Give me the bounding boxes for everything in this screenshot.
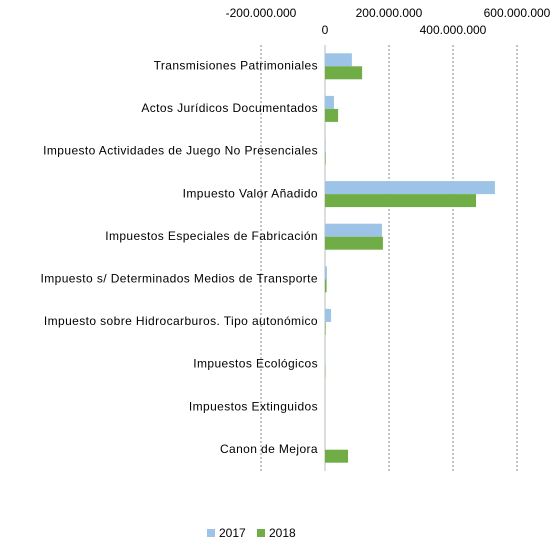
bar	[325, 309, 331, 322]
bar	[325, 66, 362, 79]
bar	[325, 279, 327, 292]
y-tick-label: Impuestos Extinguidos	[189, 399, 318, 413]
y-tick-label: Transmisiones Patrimoniales	[154, 58, 318, 72]
bar	[325, 109, 338, 122]
y-tick-label: Canon de Mejora	[220, 442, 318, 456]
y-tick-label: Impuesto Valor Añadido	[183, 186, 318, 200]
y-tick-label: Impuesto Actividades de Juego No Presenc…	[43, 144, 318, 158]
y-tick-label: Impuesto s/ Determinados Medios de Trans…	[41, 271, 318, 285]
legend-label: 2017	[219, 526, 246, 540]
bar	[325, 53, 352, 66]
legend-swatch	[257, 529, 265, 537]
bar	[325, 322, 326, 335]
x-tick-label: 400.000.000	[420, 23, 487, 37]
bar	[325, 266, 327, 279]
legend-label: 2018	[269, 526, 296, 540]
y-tick-label: Impuestos Ecológicos	[193, 357, 318, 371]
x-tick-label: 600.000.000	[484, 6, 551, 20]
bar	[325, 237, 383, 250]
y-tick-label: Impuesto sobre Hidrocarburos. Tipo auton…	[44, 314, 318, 328]
y-tick-label: Actos Jurídicos Documentados	[141, 101, 318, 115]
x-tick-label: -200.000.000	[226, 6, 297, 20]
x-tick-label: 200.000.000	[356, 6, 423, 20]
bar	[325, 139, 326, 152]
x-tick-label: 0	[322, 23, 329, 37]
bar	[325, 181, 495, 194]
bar	[325, 152, 326, 165]
bar	[325, 194, 476, 207]
bar	[325, 96, 334, 109]
legend-swatch	[207, 529, 215, 537]
bar	[325, 450, 348, 463]
bar	[325, 224, 382, 237]
y-tick-label: Impuestos Especiales de Fabricación	[105, 229, 318, 243]
